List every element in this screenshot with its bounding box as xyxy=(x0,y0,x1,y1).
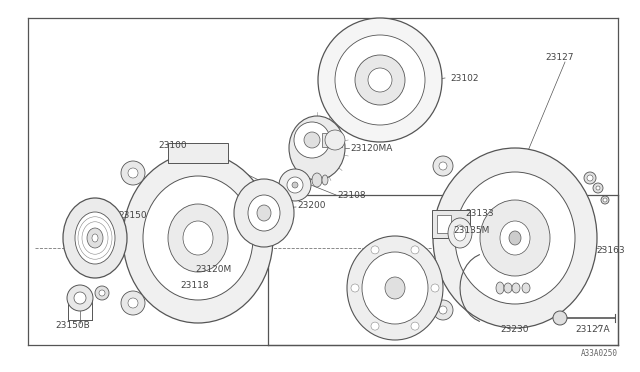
Ellipse shape xyxy=(385,277,405,299)
Ellipse shape xyxy=(593,183,603,193)
Text: 23100: 23100 xyxy=(158,141,187,150)
Ellipse shape xyxy=(603,198,607,202)
Ellipse shape xyxy=(509,231,521,245)
Ellipse shape xyxy=(287,177,303,193)
Ellipse shape xyxy=(304,132,320,148)
Ellipse shape xyxy=(92,234,98,242)
Ellipse shape xyxy=(347,236,443,340)
Ellipse shape xyxy=(325,130,345,150)
Ellipse shape xyxy=(248,195,280,231)
Ellipse shape xyxy=(95,286,109,300)
Text: 23150B: 23150B xyxy=(55,321,90,330)
Ellipse shape xyxy=(87,228,103,248)
Ellipse shape xyxy=(318,18,442,142)
Ellipse shape xyxy=(128,168,138,178)
Text: A33A0250: A33A0250 xyxy=(581,349,618,358)
Bar xyxy=(432,210,470,238)
Text: 23127A: 23127A xyxy=(575,326,610,334)
Ellipse shape xyxy=(512,283,520,293)
Text: 23120M: 23120M xyxy=(195,266,231,275)
Ellipse shape xyxy=(411,322,419,330)
Ellipse shape xyxy=(431,284,439,292)
Text: 23108: 23108 xyxy=(337,190,365,199)
Ellipse shape xyxy=(433,156,453,176)
Ellipse shape xyxy=(433,300,453,320)
Ellipse shape xyxy=(504,283,512,293)
Ellipse shape xyxy=(335,35,425,125)
Text: 23120MA: 23120MA xyxy=(350,144,392,153)
Ellipse shape xyxy=(121,161,145,185)
Ellipse shape xyxy=(355,55,405,105)
Ellipse shape xyxy=(121,291,145,315)
Ellipse shape xyxy=(75,212,115,264)
Bar xyxy=(168,143,228,163)
Ellipse shape xyxy=(480,200,550,276)
Ellipse shape xyxy=(362,252,428,324)
Text: 23118: 23118 xyxy=(180,280,209,289)
Text: 23163: 23163 xyxy=(596,246,625,254)
Ellipse shape xyxy=(67,285,93,311)
Ellipse shape xyxy=(74,292,86,304)
Bar xyxy=(437,215,451,233)
Ellipse shape xyxy=(433,148,597,328)
Ellipse shape xyxy=(454,225,466,241)
Ellipse shape xyxy=(601,196,609,204)
Ellipse shape xyxy=(553,311,567,325)
Text: 23150: 23150 xyxy=(118,211,147,219)
Ellipse shape xyxy=(439,162,447,170)
Ellipse shape xyxy=(411,246,419,254)
Ellipse shape xyxy=(63,198,127,278)
Text: 23133: 23133 xyxy=(465,208,493,218)
Bar xyxy=(322,133,342,147)
Ellipse shape xyxy=(368,68,392,92)
Ellipse shape xyxy=(322,175,328,185)
Ellipse shape xyxy=(496,282,504,294)
Ellipse shape xyxy=(584,172,596,184)
Ellipse shape xyxy=(455,172,575,304)
Ellipse shape xyxy=(448,218,472,248)
Ellipse shape xyxy=(312,173,322,187)
Text: 23135M: 23135M xyxy=(453,225,490,234)
Ellipse shape xyxy=(500,221,530,255)
Ellipse shape xyxy=(257,205,271,221)
Ellipse shape xyxy=(128,298,138,308)
Ellipse shape xyxy=(183,221,213,255)
Ellipse shape xyxy=(371,246,379,254)
Ellipse shape xyxy=(522,283,530,293)
Text: 23127: 23127 xyxy=(545,52,573,61)
Ellipse shape xyxy=(596,186,600,190)
Ellipse shape xyxy=(292,182,298,188)
Ellipse shape xyxy=(294,122,330,158)
Ellipse shape xyxy=(289,116,345,180)
Ellipse shape xyxy=(351,284,359,292)
Ellipse shape xyxy=(99,290,105,296)
Ellipse shape xyxy=(371,322,379,330)
Text: 23230: 23230 xyxy=(500,326,529,334)
Ellipse shape xyxy=(123,153,273,323)
Ellipse shape xyxy=(143,176,253,300)
Ellipse shape xyxy=(587,175,593,181)
Ellipse shape xyxy=(439,306,447,314)
Ellipse shape xyxy=(168,204,228,272)
Ellipse shape xyxy=(234,179,294,247)
Text: 23102: 23102 xyxy=(450,74,479,83)
Text: 23200: 23200 xyxy=(297,201,326,209)
Ellipse shape xyxy=(279,169,311,201)
